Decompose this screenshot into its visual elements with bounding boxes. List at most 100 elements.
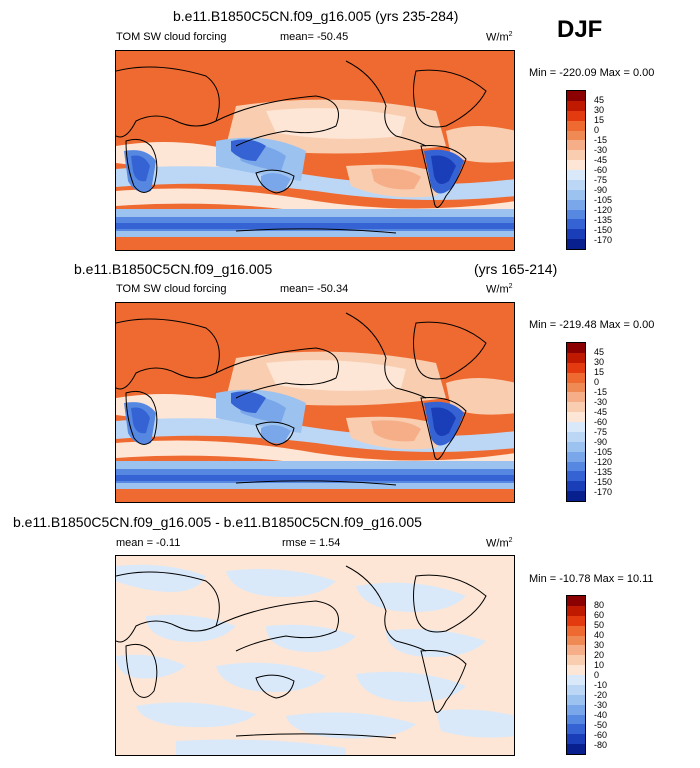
panel2-title-right: (yrs 165-214) [474,261,558,277]
cbar-label: -135 [594,467,613,477]
colorbar-swatch [567,343,585,353]
panel3-map-svg [116,556,514,755]
cbar-label: 50 [594,620,605,630]
colorbar-swatch [567,392,585,403]
colorbar-swatch [567,704,585,715]
colorbar-swatch [567,744,585,754]
cbar-label: 10 [594,660,605,670]
colorbar-swatch [567,140,585,151]
panel1-units: W/m2 [486,31,513,44]
cbar-label: -45 [594,407,608,417]
cbar-label: -105 [594,447,613,457]
cbar-label: -150 [594,477,613,487]
colorbar-swatch [567,431,585,442]
cbar-label: -90 [594,437,608,447]
colorbar-swatch [567,189,585,200]
cbar-label: 15 [594,115,605,125]
colorbar-swatch [567,170,585,180]
colorbar-swatch [567,219,585,230]
cbar-label: 30 [594,105,605,115]
colorbar-swatch [567,150,585,161]
panel1-mean: mean= -50.45 [280,31,349,43]
colorbar-swatch [567,481,585,492]
colorbar-swatch [567,451,585,462]
colorbar-swatch [567,239,585,249]
colorbar-swatch [567,229,585,240]
colorbar-swatch [567,724,585,735]
cbar-label: -135 [594,215,613,225]
cbar-label: -15 [594,387,608,397]
panel3-map [115,555,515,756]
panel3-colorbar [566,595,586,755]
panel3-title: b.e11.B1850C5CN.f09_g16.005 - b.e11.B185… [13,514,422,530]
colorbar-swatch [567,684,585,695]
cbar-label: -30 [594,145,608,155]
cbar-label: 0 [594,377,600,387]
colorbar-swatch [567,412,585,422]
panel3-units: W/m2 [486,537,513,550]
cbar-label: 45 [594,347,605,357]
cbar-label: 15 [594,367,605,377]
cbar-label: 20 [594,650,605,660]
panel2-units: W/m2 [486,283,513,296]
panel2-title: b.e11.B1850C5CN.f09_g16.005 [74,261,273,277]
colorbar-swatch [567,160,585,170]
cbar-label: 80 [594,600,605,610]
panel2-minmax: Min = -219.48 Max = 0.00 [529,319,655,331]
cbar-label: -105 [594,195,613,205]
colorbar-swatch [567,605,585,616]
panel1-map-svg [116,51,514,250]
cbar-label: -60 [594,165,608,175]
colorbar-swatch [567,714,585,725]
panel1-variable: TOM SW cloud forcing [116,31,227,43]
season-label: DJF [557,16,603,43]
cbar-label: -30 [594,700,608,710]
colorbar-swatch [567,596,585,606]
cbar-label: 0 [594,670,600,680]
colorbar-swatch [567,352,585,363]
colorbar-swatch [567,179,585,190]
colorbar-swatch [567,655,585,666]
cbar-label: 30 [594,640,605,650]
panel2-map [115,302,515,503]
cbar-label: -50 [594,720,608,730]
colorbar-swatch [567,402,585,413]
panel2-map-svg [116,303,514,502]
cbar-label: -170 [594,235,613,245]
cbar-label: -15 [594,135,608,145]
colorbar-swatch [567,734,585,745]
colorbar-swatch [567,100,585,111]
colorbar-swatch [567,120,585,131]
panel1-colorbar [566,90,586,250]
cbar-label: -40 [594,710,608,720]
cbar-label: 0 [594,125,600,135]
cbar-label: 45 [594,95,605,105]
cbar-label: 40 [594,630,605,640]
colorbar-swatch [567,665,585,675]
panel1-map [115,50,515,251]
colorbar-swatch [567,362,585,373]
panel3-mean: mean = -0.11 [116,537,181,549]
panel2-variable: TOM SW cloud forcing [116,283,227,295]
colorbar-swatch [567,199,585,210]
cbar-label: 30 [594,357,605,367]
panel3-minmax: Min = -10.78 Max = 10.11 [529,573,654,585]
cbar-label: -45 [594,155,608,165]
cbar-label: -10 [594,680,608,690]
cbar-label: 60 [594,610,605,620]
colorbar-swatch [567,615,585,626]
cbar-label: -30 [594,397,608,407]
colorbar-swatch [567,441,585,452]
cbar-label: -170 [594,487,613,497]
colorbar-swatch [567,694,585,705]
colorbar-swatch [567,382,585,393]
cbar-label: -90 [594,185,608,195]
cbar-label: -80 [594,740,608,750]
panel1-title: b.e11.B1850C5CN.f09_g16.005 (yrs 235-284… [173,8,459,24]
colorbar-swatch [567,645,585,656]
colorbar-swatch [567,372,585,383]
cbar-label: -60 [594,417,608,427]
cbar-label: -75 [594,175,608,185]
colorbar-swatch [567,635,585,646]
colorbar-swatch [567,130,585,141]
